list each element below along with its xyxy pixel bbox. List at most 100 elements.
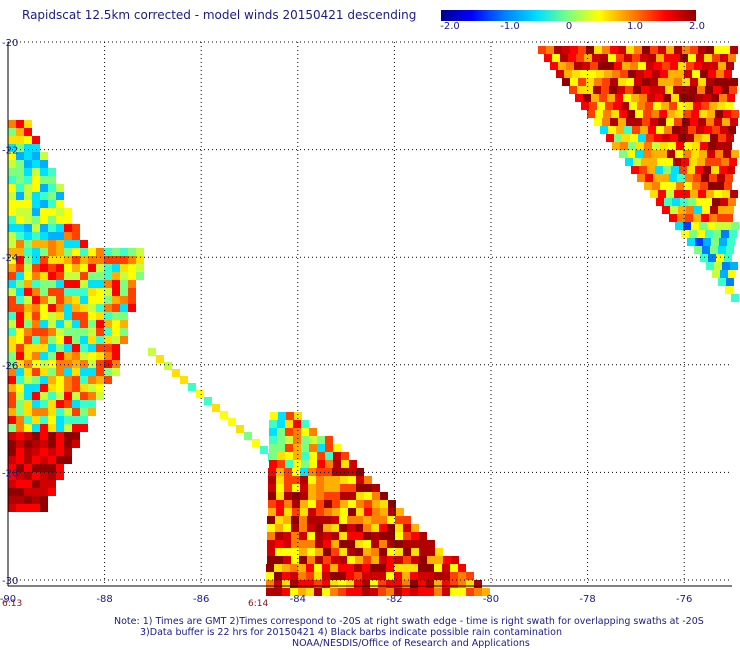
wind-cell [24, 280, 32, 288]
wind-cell [24, 304, 32, 312]
wind-cell [718, 134, 726, 142]
wind-cell [276, 500, 284, 508]
wind-cell [112, 296, 120, 304]
wind-cell [314, 572, 322, 580]
wind-cell [690, 190, 698, 198]
wind-cell [718, 206, 726, 214]
wind-cell [24, 488, 32, 496]
wind-cell [40, 488, 48, 496]
wind-cell [419, 556, 427, 564]
wind-cell [32, 464, 40, 472]
wind-cell [72, 408, 80, 416]
wind-cell [16, 216, 24, 224]
wind-cell [338, 572, 346, 580]
wind-cell [285, 452, 293, 460]
wind-cell [339, 524, 347, 532]
wind-cell [24, 464, 32, 472]
wind-cell [710, 246, 718, 254]
wind-cell [676, 182, 684, 190]
wind-cell [16, 456, 24, 464]
wind-cell [32, 456, 40, 464]
wind-cell [136, 248, 144, 256]
wind-cell [80, 400, 88, 408]
wind-cell [617, 86, 625, 94]
wind-cell [80, 304, 88, 312]
wind-cell [725, 102, 733, 110]
wind-cell [668, 70, 676, 78]
wind-cell [704, 198, 712, 206]
wind-cell [698, 190, 706, 198]
wind-cell [64, 328, 72, 336]
wind-cell [675, 150, 683, 158]
wind-cell [721, 230, 729, 238]
wind-cell [325, 444, 333, 452]
wind-cell [80, 384, 88, 392]
wind-cell [72, 328, 80, 336]
wind-cell [16, 280, 24, 288]
wind-cell [726, 62, 734, 70]
wind-cell [331, 516, 339, 524]
wind-cell [676, 70, 684, 78]
wind-cell [24, 144, 32, 152]
wind-cell [346, 564, 354, 572]
wind-cell [721, 158, 729, 166]
wind-cell [48, 328, 56, 336]
wind-cell [48, 224, 56, 232]
wind-cell [323, 532, 331, 540]
wind-cell [309, 436, 317, 444]
wind-cell [370, 588, 378, 596]
wind-cell [728, 270, 736, 278]
wind-cell [32, 384, 40, 392]
wind-cell [594, 118, 602, 126]
wind-cell [659, 150, 667, 158]
wind-cell [293, 444, 301, 452]
wind-cell [267, 516, 275, 524]
wind-cell [40, 376, 48, 384]
wind-cell [8, 496, 16, 504]
wind-cell [458, 564, 466, 572]
wind-cell [330, 564, 338, 572]
wind-cell [583, 94, 591, 102]
wind-cell [32, 336, 40, 344]
wind-cell [48, 264, 56, 272]
wind-cell [24, 248, 32, 256]
wind-cell [648, 126, 656, 134]
wind-cell [88, 320, 96, 328]
wind-cell [717, 214, 725, 222]
wind-cell [315, 556, 323, 564]
wind-cell [308, 492, 316, 500]
wind-cell [72, 272, 80, 280]
wind-cell [40, 400, 48, 408]
wind-cell [283, 524, 291, 532]
wind-cell [24, 448, 32, 456]
wind-cell [8, 288, 16, 296]
wind-cell [285, 444, 293, 452]
wind-cell [104, 248, 112, 256]
wind-cell [658, 190, 666, 198]
wind-cell [48, 424, 56, 432]
wind-cell [48, 344, 56, 352]
wind-cell [691, 110, 699, 118]
wind-cell [293, 428, 301, 436]
wind-cell [315, 532, 323, 540]
wind-cell [112, 288, 120, 296]
wind-cell [283, 540, 291, 548]
wind-cell [112, 328, 120, 336]
wind-cell [371, 556, 379, 564]
wind-cell [693, 214, 701, 222]
wind-cell [724, 70, 732, 78]
wind-cell [646, 134, 654, 142]
wind-cell [283, 516, 291, 524]
wind-cell [332, 492, 340, 500]
wind-cell [8, 352, 16, 360]
wind-cell [32, 320, 40, 328]
wind-cell [40, 192, 48, 200]
wind-cell [570, 46, 578, 54]
wind-cell [64, 440, 72, 448]
wind-cell [80, 360, 88, 368]
wind-cell [325, 460, 333, 468]
wind-cell [16, 256, 24, 264]
wind-cell [72, 312, 80, 320]
wind-cell [642, 118, 650, 126]
wind-cell [32, 176, 40, 184]
